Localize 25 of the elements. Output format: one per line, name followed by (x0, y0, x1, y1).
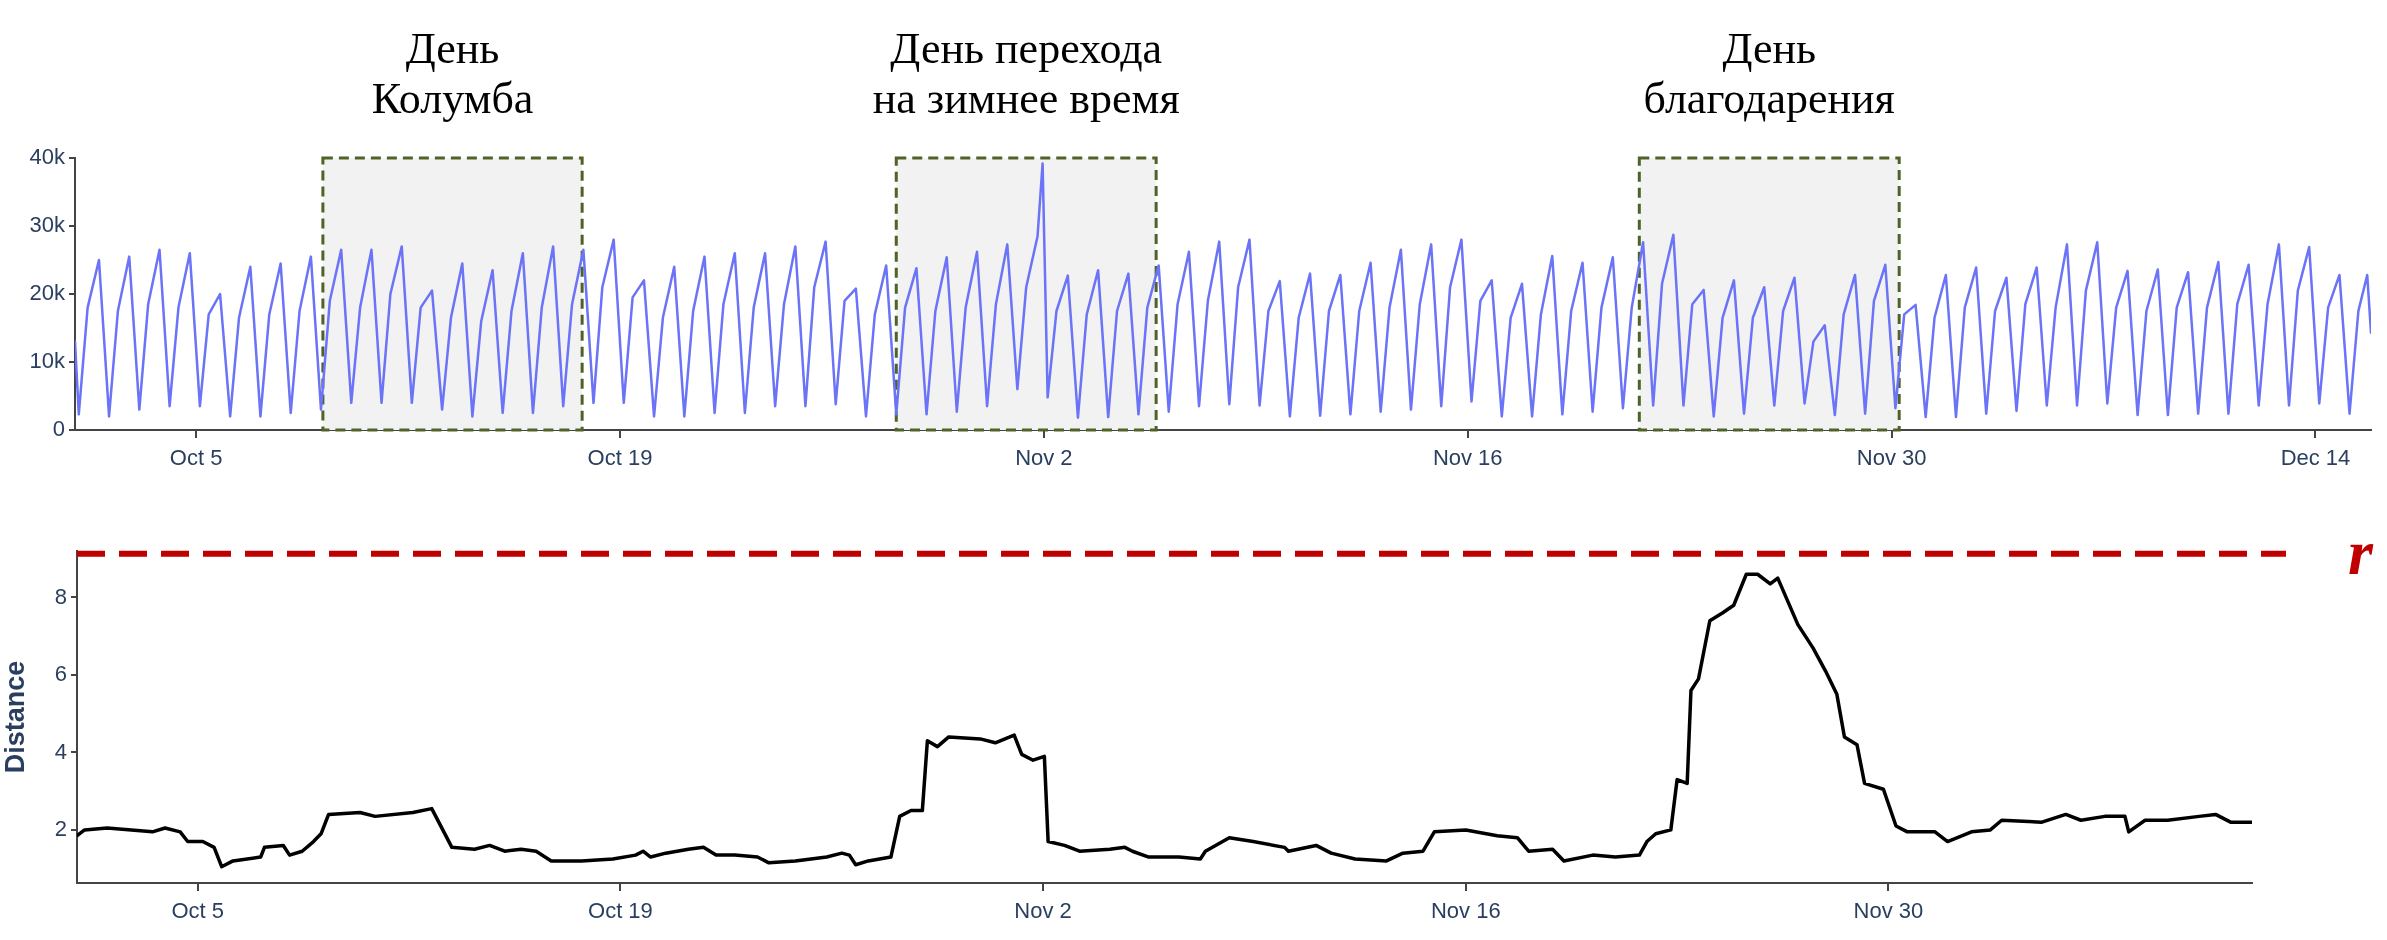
x-tick-label: Dec 14 (2280, 445, 2351, 471)
ref-line-label: r (2348, 517, 2375, 589)
y-tick-label: 2 (54, 815, 67, 841)
x-tick-label: Oct 5 (169, 445, 223, 471)
y-tick-label: 30k (29, 212, 66, 238)
x-tick-label: Oct 19 (588, 898, 653, 924)
x-tick-label: Nov 16 (1430, 898, 1501, 924)
x-tick-label: Nov 16 (1432, 445, 1503, 471)
y-tick-label: 20k (29, 280, 66, 306)
y-tick-label: 40k (29, 144, 66, 170)
x-tick-label: Oct 19 (587, 445, 653, 471)
x-tick-label: Nov 30 (1853, 898, 1924, 924)
x-tick-label: Nov 2 (1015, 445, 1073, 471)
y-tick-label: 6 (54, 661, 67, 687)
band-label: День Колумба (371, 24, 534, 123)
y-axis-title: Distance (0, 660, 30, 774)
y-tick-label: 0 (52, 416, 65, 442)
x-tick-label: Oct 5 (171, 898, 225, 924)
y-tick-label: 8 (54, 583, 67, 609)
y-tick-label: 4 (54, 738, 67, 764)
band-label: День благодарения (1643, 24, 1895, 123)
x-tick-label: Nov 2 (1014, 898, 1072, 924)
x-tick-label: Nov 30 (1856, 445, 1927, 471)
y-tick-label: 10k (29, 348, 66, 374)
band-label: День перехода на зимнее время (872, 24, 1180, 123)
